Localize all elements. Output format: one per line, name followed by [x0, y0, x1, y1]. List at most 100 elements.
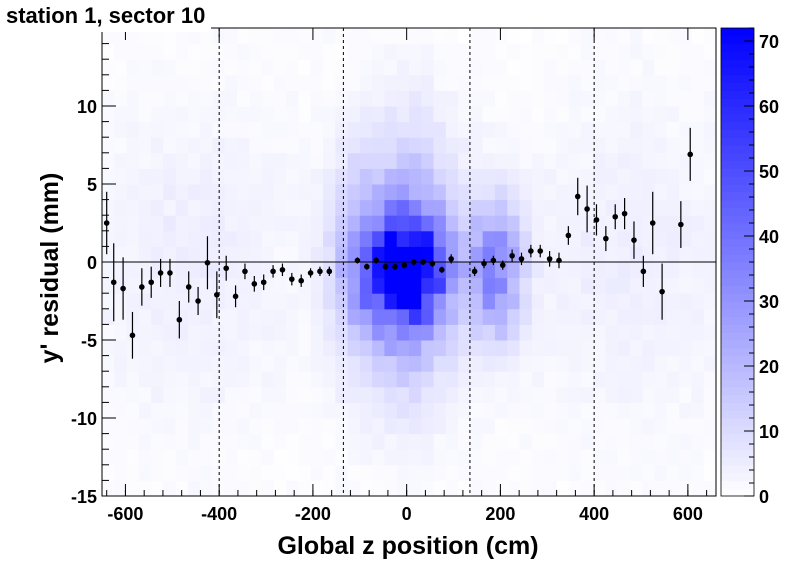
- heatmap-cell: [175, 43, 189, 60]
- heatmap-cell: [482, 340, 496, 357]
- heatmap-cell: [175, 371, 189, 388]
- heatmap-cell: [556, 418, 570, 435]
- heatmap-cell: [261, 199, 275, 216]
- heatmap-cell: [605, 386, 619, 403]
- heatmap-cell: [556, 355, 570, 372]
- heatmap-cell: [691, 449, 705, 466]
- heatmap-cell: [445, 74, 459, 91]
- heatmap-cell: [617, 28, 631, 45]
- heatmap-cell: [163, 74, 177, 91]
- heatmap-cell: [212, 402, 226, 419]
- heatmap-cell: [433, 402, 447, 419]
- heatmap-cell: [273, 480, 287, 497]
- heatmap-cell: [556, 262, 570, 279]
- heatmap-cell: [691, 106, 705, 123]
- heatmap-cell: [470, 168, 484, 185]
- heatmap-cell: [519, 293, 533, 310]
- heatmap-cell: [642, 340, 656, 357]
- heatmap-cell: [580, 402, 594, 419]
- heatmap-cell: [519, 43, 533, 60]
- point-marker: [157, 270, 164, 276]
- heatmap-cell: [102, 402, 115, 419]
- heatmap-cell: [433, 418, 447, 435]
- heatmap-cell: [630, 277, 643, 294]
- heatmap-cell: [237, 215, 250, 232]
- heatmap-cell: [666, 230, 680, 247]
- heatmap-cell: [396, 433, 410, 450]
- heatmap-cell: [126, 449, 140, 466]
- heatmap-cell: [654, 355, 668, 372]
- point-marker: [103, 220, 110, 226]
- point-marker: [289, 276, 295, 282]
- heatmap-cell: [654, 308, 668, 325]
- heatmap-cell: [323, 152, 336, 169]
- heatmap-cell: [642, 480, 656, 497]
- colorbar-segment: [721, 418, 754, 427]
- heatmap-cell: [151, 386, 164, 403]
- heatmap-cell: [163, 355, 177, 372]
- point-marker: [481, 260, 487, 267]
- heatmap-cell: [163, 137, 177, 154]
- heatmap-cell: [310, 106, 324, 123]
- heatmap-cell: [249, 215, 263, 232]
- heatmap-cell: [224, 418, 238, 435]
- heatmap-cell: [433, 480, 447, 497]
- heatmap-cell: [273, 215, 287, 232]
- heatmap-cell: [384, 371, 398, 388]
- heatmap-cell: [175, 59, 189, 76]
- heatmap-cell: [458, 386, 471, 403]
- heatmap-cell: [531, 449, 545, 466]
- heatmap-cell: [396, 199, 410, 216]
- heatmap-cell: [187, 215, 201, 232]
- heatmap-cell: [347, 324, 361, 341]
- heatmap-cell: [261, 106, 275, 123]
- heatmap-cell: [175, 168, 189, 185]
- colorbar-segment: [721, 168, 754, 177]
- heatmap-cell: [372, 74, 385, 91]
- heatmap-cell: [114, 433, 128, 450]
- heatmap-cell: [642, 121, 656, 138]
- heatmap-cell: [617, 464, 631, 481]
- heatmap-cell: [544, 433, 557, 450]
- heatmap-cell: [286, 90, 299, 107]
- heatmap-cell: [126, 277, 140, 294]
- heatmap-cell: [126, 152, 140, 169]
- heatmap-cell: [580, 59, 594, 76]
- heatmap-cell: [654, 43, 668, 60]
- y-tick-label: -10: [71, 409, 97, 429]
- heatmap-cell: [126, 121, 140, 138]
- heatmap-cell: [323, 371, 336, 388]
- heatmap-cell: [200, 121, 214, 138]
- heatmap-cell: [544, 215, 557, 232]
- heatmap-cell: [580, 386, 594, 403]
- heatmap-cell: [617, 184, 631, 201]
- heatmap-cell: [544, 168, 557, 185]
- colorbar-segment: [721, 285, 754, 294]
- heatmap-cell: [458, 262, 471, 279]
- heatmap-cell: [630, 199, 643, 216]
- heatmap-cell: [482, 152, 496, 169]
- heatmap-cell: [445, 43, 459, 60]
- heatmap-cell: [261, 293, 275, 310]
- heatmap-cell: [593, 464, 606, 481]
- heatmap-cell: [679, 168, 692, 185]
- point-marker: [298, 277, 304, 284]
- heatmap-cell: [666, 449, 680, 466]
- heatmap-cell: [359, 90, 373, 107]
- heatmap-cell: [617, 230, 631, 247]
- heatmap-cell: [409, 262, 422, 279]
- heatmap-cell: [200, 152, 214, 169]
- heatmap-cell: [298, 28, 312, 45]
- heatmap-cell: [323, 340, 336, 357]
- heatmap-cell: [237, 74, 250, 91]
- heatmap-cell: [261, 480, 275, 497]
- heatmap-cell: [458, 418, 471, 435]
- heatmap-cell: [409, 418, 422, 435]
- point-marker: [612, 213, 619, 220]
- heatmap-cell: [187, 262, 201, 279]
- heatmap-cell: [580, 90, 594, 107]
- heatmap-cell: [568, 28, 582, 45]
- data-point: [317, 266, 323, 277]
- point-marker: [279, 267, 286, 273]
- heatmap-cell: [482, 449, 496, 466]
